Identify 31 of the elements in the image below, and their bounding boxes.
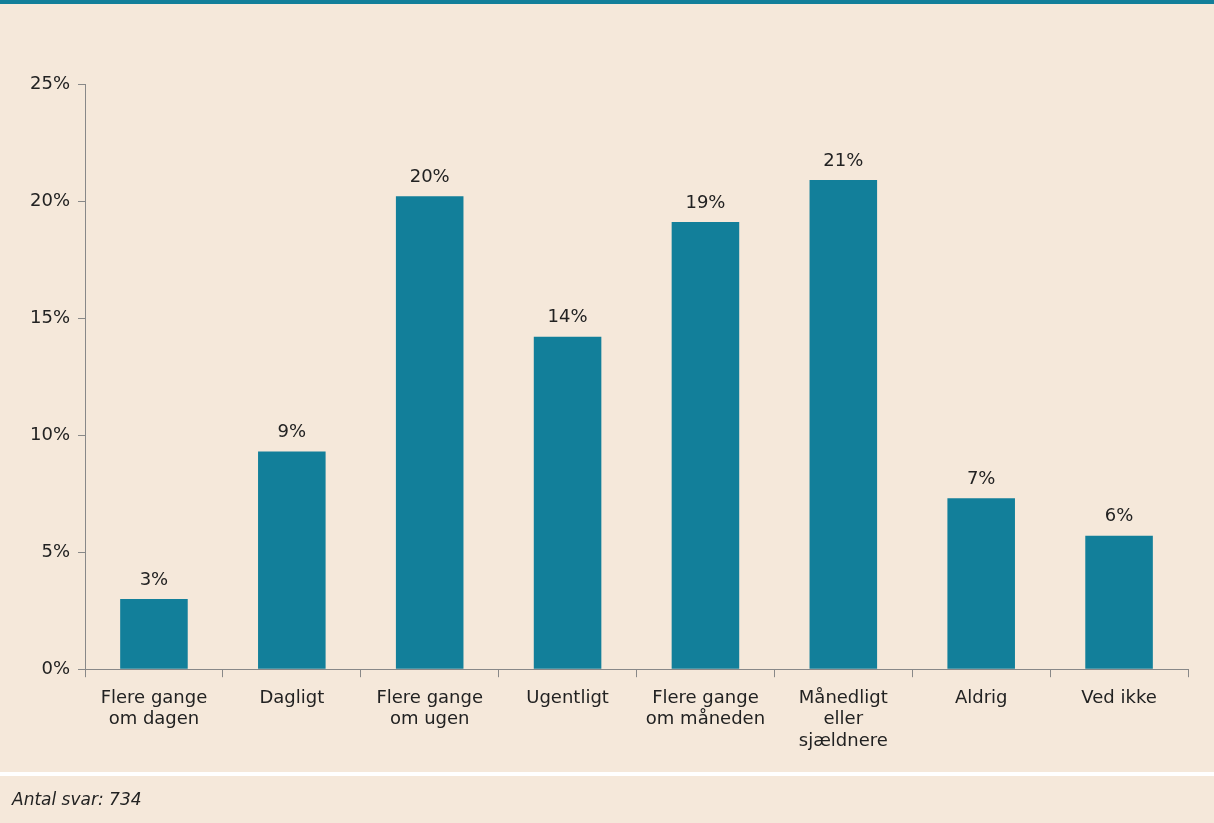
x-tick-label: Ved ikke [1081,685,1157,707]
bar [258,451,326,669]
data-label: 3% [139,567,169,589]
data-label: 7% [966,466,996,488]
data-label: 21% [823,148,864,170]
bar [533,336,602,669]
bar [671,222,740,669]
bar [395,196,464,669]
x-tick-label: Månedligt eller sjældnere [798,685,888,750]
x-tick-label: Dagligt [259,685,325,707]
data-label: 20% [409,165,450,187]
x-tick-label: Flere gange om måneden [645,685,766,729]
x-tick-label: Flere gange om dagen [100,685,208,729]
data-label: 19% [685,190,726,212]
bar [120,598,188,669]
y-tick-label: 20% [29,188,71,210]
y-tick-label: 10% [29,422,71,444]
text: Antal svar: 734 [0,776,1214,823]
y-tick-label: 25% [29,71,71,93]
x-tick-label: Flere gange om ugen [376,685,483,729]
y-tick-label: 0% [41,656,71,678]
y-tick-label: 15% [29,305,71,327]
data-label: 6% [1104,504,1134,526]
y-tick-label: 5% [41,539,71,561]
bar [947,498,1015,669]
data-label: 14% [547,305,588,327]
x-tick-label: Ugentligt [526,685,609,707]
bar [809,179,878,669]
data-label: 9% [277,420,307,442]
x-tick-label: Aldrig [954,685,1008,707]
bar [1085,535,1153,669]
